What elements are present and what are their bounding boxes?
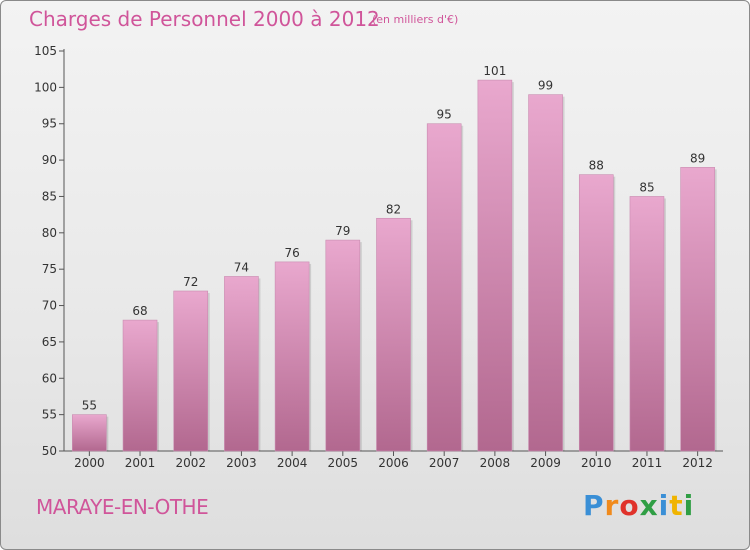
chart-title: Charges de Personnel 2000 à 2012 bbox=[29, 7, 380, 31]
y-tick-label: 60 bbox=[42, 371, 57, 385]
bar-2004 bbox=[274, 261, 310, 452]
bars bbox=[72, 79, 717, 452]
logo-letter: x bbox=[639, 489, 659, 522]
bar-2001 bbox=[122, 319, 158, 452]
bar-2007 bbox=[426, 123, 462, 452]
y-tick-label: 65 bbox=[42, 335, 57, 349]
bar-2005 bbox=[325, 239, 361, 452]
bar-2009 bbox=[528, 94, 563, 452]
logo-letter: i bbox=[658, 489, 670, 522]
y-tick-label: 70 bbox=[42, 299, 57, 313]
axes: 50 55 60 65 70 75 80 85 90 95 100 105 2000 2001 2002 20… bbox=[34, 44, 723, 470]
x-tick-label: 2002 bbox=[175, 456, 206, 470]
x-tick-label: 2009 bbox=[530, 456, 561, 470]
y-tick-label: 75 bbox=[42, 262, 57, 276]
bar-2000 bbox=[72, 414, 107, 452]
value-label: 74 bbox=[234, 260, 249, 274]
x-tick-label: 2000 bbox=[74, 456, 105, 470]
value-label: 68 bbox=[132, 304, 147, 318]
x-tick-label: 2008 bbox=[480, 456, 511, 470]
logo-letter: i bbox=[683, 489, 695, 522]
y-tick-label: 55 bbox=[42, 408, 57, 422]
value-labels: 55 68 72 74 76 79 82 95 101 99 88 85 89 bbox=[82, 64, 706, 413]
bar-2003 bbox=[224, 276, 259, 452]
y-tick-label: 85 bbox=[42, 189, 57, 203]
value-label: 89 bbox=[690, 151, 705, 165]
chart-subtitle: (en milliers d'€) bbox=[372, 13, 459, 26]
value-label: 55 bbox=[82, 399, 97, 413]
bar-2011 bbox=[629, 196, 665, 452]
proxiti-logo[interactable]: Proxiti bbox=[583, 489, 694, 522]
value-label: 79 bbox=[335, 224, 350, 238]
bar-2006 bbox=[376, 217, 411, 452]
y-tick-label: 105 bbox=[34, 44, 57, 58]
logo-letter: r bbox=[604, 489, 620, 522]
x-tick-label: 2005 bbox=[328, 456, 359, 470]
y-tick-label: 80 bbox=[42, 226, 57, 240]
x-tick-label: 2003 bbox=[226, 456, 257, 470]
logo-letter: o bbox=[619, 489, 640, 522]
y-tick-label: 95 bbox=[42, 117, 57, 131]
bar-2002 bbox=[173, 290, 209, 452]
bar-2010 bbox=[578, 174, 614, 452]
x-tick-label: 2004 bbox=[277, 456, 308, 470]
value-label: 82 bbox=[386, 202, 401, 216]
logo-letter: t bbox=[669, 489, 684, 522]
value-label: 95 bbox=[437, 108, 452, 122]
value-label: 101 bbox=[483, 64, 506, 78]
bar-2008 bbox=[477, 79, 513, 452]
value-label: 85 bbox=[639, 180, 654, 194]
x-tick-label: 2006 bbox=[378, 456, 409, 470]
value-label: 88 bbox=[589, 159, 604, 173]
y-tick-label: 100 bbox=[34, 80, 57, 94]
x-tick-label: 2001 bbox=[125, 456, 156, 470]
x-tick-label: 2012 bbox=[682, 456, 713, 470]
x-tick-label: 2011 bbox=[632, 456, 663, 470]
logo-letter: P bbox=[583, 489, 605, 522]
value-label: 76 bbox=[284, 246, 299, 260]
bar-2012 bbox=[680, 167, 715, 452]
x-tick-label: 2007 bbox=[429, 456, 460, 470]
y-tick-label: 90 bbox=[42, 153, 57, 167]
value-label: 72 bbox=[183, 275, 198, 289]
value-label: 99 bbox=[538, 79, 553, 93]
x-tick-label: 2010 bbox=[581, 456, 612, 470]
y-tick-label: 50 bbox=[42, 444, 57, 458]
place-name: MARAYE-EN-OTHE bbox=[36, 495, 209, 519]
